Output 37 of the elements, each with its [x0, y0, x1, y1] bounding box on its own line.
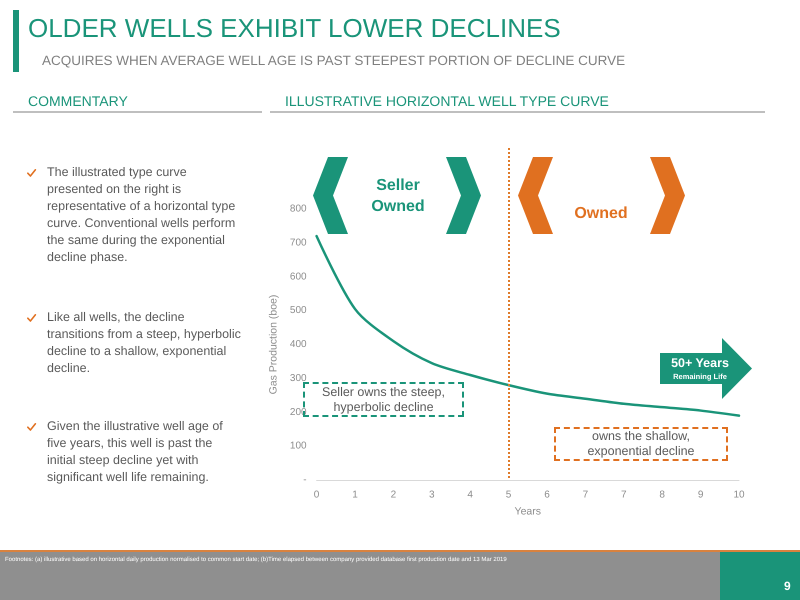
text: Like all wells, the decline transitions from a steep, hyperbolic decline to a shallow, exponential decline.: [47, 309, 241, 377]
annotation: Owned: [574, 204, 628, 224]
x-tick-label: 2: [390, 490, 397, 500]
x-tick-label: 0: [314, 490, 320, 500]
x-tick-label: 8: [659, 490, 666, 500]
text: ILLUSTRATIVE HORIZONTAL WELL TYPE CURVE: [285, 92, 609, 110]
chart-subtitle: ACQUIRES WHEN AVERAGE WELL AGE IS PAST STEEPEST PORTION OF DECLINE CURVE: [42, 52, 626, 69]
x-axis-title: Years: [514, 506, 542, 518]
x-tick-label: 3: [429, 490, 436, 500]
y-tick-label: 500: [290, 305, 308, 316]
y-axis-title: Gas Production (boe): [268, 294, 280, 394]
text: COMMENTARY: [28, 92, 128, 110]
annotation: Seller Owned: [371, 176, 425, 217]
y-tick-label: 200: [290, 406, 308, 418]
annotation: Seller owns the steep, hyperbolic decline: [321, 384, 446, 414]
y-tick-label: 100: [290, 440, 308, 452]
text: The illustrated type curve presented on the right is representative of a horizontal type curve. Conventional wells perform the same during the exponential decline phase.: [47, 164, 236, 266]
y-tick-label: -: [303, 474, 307, 486]
y-tick-label: 600: [290, 271, 308, 282]
line-series: [315, 234, 740, 417]
x-tick-label: 5: [506, 490, 512, 500]
text: 9: [784, 579, 791, 593]
x-tick-label: 4: [467, 490, 474, 500]
y-tick-label: 300: [290, 372, 308, 384]
x-tick-label: 7: [582, 490, 589, 500]
y-tick-label: 800: [290, 204, 308, 214]
x-tick-label: 1: [352, 490, 358, 500]
x-tick-label: 7: [621, 490, 628, 500]
x-tick-label: 9: [698, 490, 704, 500]
x-tick-label: 10: [733, 490, 745, 500]
y-tick-label: 700: [290, 237, 308, 248]
annotation: 50+ Years: [671, 356, 729, 370]
x-tick-label: 6: [544, 490, 550, 500]
annotation: owns the shallow, exponential decline: [586, 429, 696, 459]
chart-title: OLDER WELLS EXHIBIT LOWER DECLINES: [28, 12, 561, 45]
y-tick-label: 400: [290, 339, 308, 350]
text: Given the illustrative well age of five years, this well is past the initial steep decline yet with significant well life remaining.: [47, 418, 224, 486]
